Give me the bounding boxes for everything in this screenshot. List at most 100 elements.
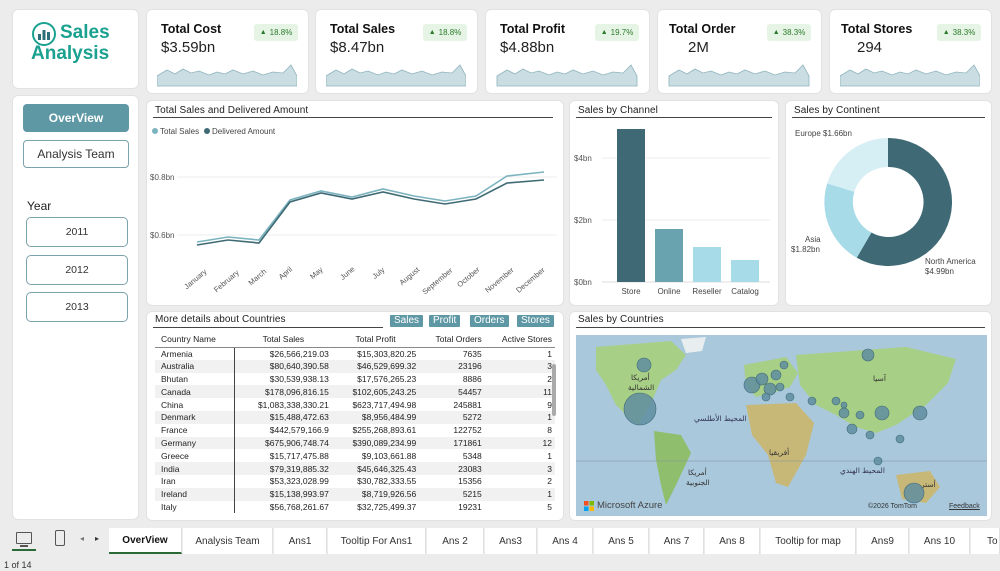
x-tick: August [398, 265, 422, 287]
tab-tooltip-for-map[interactable]: Tooltip for map [761, 528, 856, 554]
column-header-orders[interactable]: Total Orders [419, 332, 485, 348]
y-tick: $0bn [574, 278, 592, 287]
bubble-canada[interactable] [636, 357, 652, 373]
microsoft-azure-logo: Microsoft Azure [584, 500, 662, 511]
bubble-europe-north[interactable] [770, 369, 782, 381]
x-tick: January [182, 267, 208, 291]
bubble-germany[interactable] [755, 372, 769, 386]
year-2012-button[interactable]: 2012 [26, 255, 128, 285]
title-underline [153, 117, 553, 118]
analysis-team-button[interactable]: Analysis Team [23, 140, 129, 168]
bar-store[interactable] [617, 129, 645, 282]
bar-reseller[interactable] [693, 247, 721, 282]
bar-online[interactable] [655, 229, 683, 282]
bubble-russia[interactable] [861, 348, 875, 362]
bubble-japan[interactable] [912, 405, 928, 421]
map-feedback-link[interactable]: Feedback [949, 503, 980, 510]
chart-title: Total Sales and Delivered Amount [155, 105, 309, 116]
x-tick: Store [621, 287, 641, 296]
tab-ans-5[interactable]: Ans 5 [594, 528, 649, 554]
year-2011-button[interactable]: 2011 [26, 217, 128, 247]
world-map[interactable]: أمريكا الشمالية المحيط الأطلسي أفريقيا أ… [576, 335, 987, 516]
bubble-turkey[interactable] [807, 396, 817, 406]
tab-ans-10[interactable]: Ans 10 [910, 528, 970, 554]
bubble-australia[interactable] [903, 482, 925, 504]
map-label: أمريكا [631, 372, 650, 382]
bubble-india[interactable] [838, 407, 850, 419]
tab-ans-7[interactable]: Ans 7 [650, 528, 704, 554]
sparkline [157, 64, 297, 87]
column-header-sales[interactable]: Total Sales [234, 332, 332, 348]
tab-overflow[interactable]: To [971, 528, 1000, 554]
donut-svg: Europe $1.66bn Asia $1.82bn North Americ… [791, 129, 976, 276]
asia-landmass [796, 347, 956, 433]
year-2013-button[interactable]: 2013 [26, 292, 128, 322]
x-tick: November [483, 265, 516, 294]
column-header-stores[interactable]: Active Stores [484, 332, 555, 348]
bubble-italy[interactable] [785, 392, 795, 402]
tab-scroll-left-icon[interactable]: ◂ [80, 534, 85, 543]
kpi-title: Total Stores [841, 22, 913, 36]
legend-dot-total-sales [152, 128, 158, 134]
sales-by-channel-chart: Sales by Channel $4bn $2bn $0bn Store On… [569, 100, 779, 306]
table-row: Germany $675,906,748.74 $390,089,234.99 171… [155, 436, 555, 450]
y-tick: $2bn [574, 216, 592, 225]
tab-ans1[interactable]: Ans1 [274, 528, 327, 554]
bubble-philippines[interactable] [895, 434, 905, 444]
donut-slice-north-america[interactable] [856, 137, 953, 266]
bubble-indonesia[interactable] [873, 456, 883, 466]
table-row: Armenia $26,566,219.03 $15,303,820.25 7635 1 [155, 347, 555, 360]
bubble-armenia[interactable] [840, 401, 848, 409]
tab-tooltip-for-ans1[interactable]: Tooltip For Ans1 [328, 528, 426, 554]
donut-slice-asia[interactable] [824, 183, 872, 258]
tab-ans-4[interactable]: Ans 4 [538, 528, 593, 554]
column-header-profit[interactable]: Total Profit [331, 332, 420, 348]
tab-ans-2[interactable]: Ans 2 [427, 528, 484, 554]
bubble-southeast-asia[interactable] [865, 430, 875, 440]
orders-filter-button[interactable]: Orders [470, 315, 509, 327]
bubble-iran[interactable] [831, 396, 841, 406]
table-row: Bhutan $30,539,938.13 $17,576,265.23 8886 2 [155, 372, 555, 386]
tab-ans3[interactable]: Ans3 [485, 528, 537, 554]
label-north-america-value: $4.99bn [925, 267, 954, 276]
tab-analysis-team[interactable]: Analysis Team [183, 528, 273, 554]
table-row: Australia $80,640,390.58 $46,529,699.32 231… [155, 359, 555, 373]
x-tick: February [212, 268, 241, 294]
bubble-europe-west[interactable] [743, 376, 761, 394]
tab-ans-8[interactable]: Ans 8 [705, 528, 760, 554]
up-arrow-icon: ▲ [259, 29, 267, 36]
stores-filter-button[interactable]: Stores [517, 315, 554, 327]
bubble-usa[interactable] [623, 392, 657, 426]
tab-ans9[interactable]: Ans9 [857, 528, 909, 554]
tab-overview[interactable]: OverView [109, 528, 182, 554]
profit-filter-button[interactable]: Profit [429, 315, 461, 327]
x-tick: December [514, 265, 547, 294]
y-tick: $0.6bn [150, 231, 174, 240]
up-arrow-icon: ▲ [942, 29, 950, 36]
kpi-title: Total Cost [161, 22, 222, 36]
donut-slice-europe[interactable] [827, 138, 888, 192]
sales-filter-button[interactable]: Sales [390, 315, 424, 327]
bubble-spain[interactable] [761, 392, 771, 402]
bubble-scandinavia[interactable] [779, 360, 789, 370]
overview-button[interactable]: OverView [23, 104, 129, 132]
table-scrollbar[interactable] [552, 364, 556, 416]
bar-catalog[interactable] [731, 260, 759, 282]
kpi-card-total-sales: Total Sales $8.47bn ▲ 18.8% [315, 9, 478, 94]
kpi-change-badge: ▲ 18.8% [423, 24, 467, 41]
mobile-view-icon[interactable] [55, 530, 65, 546]
chart-title: Sales by Continent [794, 105, 880, 116]
bubble-europe-central[interactable] [775, 382, 785, 392]
tab-scroll-right-icon[interactable]: ▸ [95, 534, 100, 543]
bubble-asia-south[interactable] [846, 423, 858, 435]
kpi-value: $8.47bn [330, 39, 385, 56]
nav-panel: OverView Analysis Team Year 2011 2012 20… [12, 95, 139, 520]
table-row: Denmark $15,488,472.63 $8,956,484.99 5272 1 [155, 410, 555, 424]
column-header-country[interactable]: Country Name [155, 332, 235, 348]
kpi-change-badge: ▲ 19.7% [595, 24, 639, 41]
desktop-view-icon[interactable] [16, 532, 32, 544]
kpi-title: Total Profit [500, 22, 566, 36]
bubble-china[interactable] [874, 405, 890, 421]
bubble-bhutan[interactable] [855, 410, 865, 420]
bubble-france[interactable] [763, 382, 777, 396]
